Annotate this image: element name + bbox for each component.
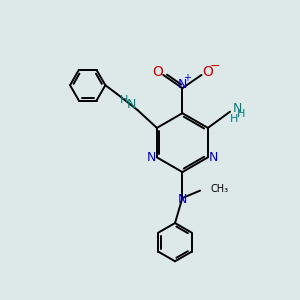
Text: N: N [178,78,187,91]
Text: N: N [232,102,242,115]
Text: −: − [209,60,220,73]
Text: O: O [202,65,213,79]
Text: N: N [127,98,136,111]
Text: N: N [147,151,156,164]
Text: N: N [208,151,218,164]
Text: H: H [120,95,129,105]
Text: O: O [152,65,163,79]
Text: H: H [237,109,246,119]
Text: +: + [183,73,191,83]
Text: CH₃: CH₃ [210,184,229,194]
Text: N: N [178,193,187,206]
Text: H: H [230,114,238,124]
